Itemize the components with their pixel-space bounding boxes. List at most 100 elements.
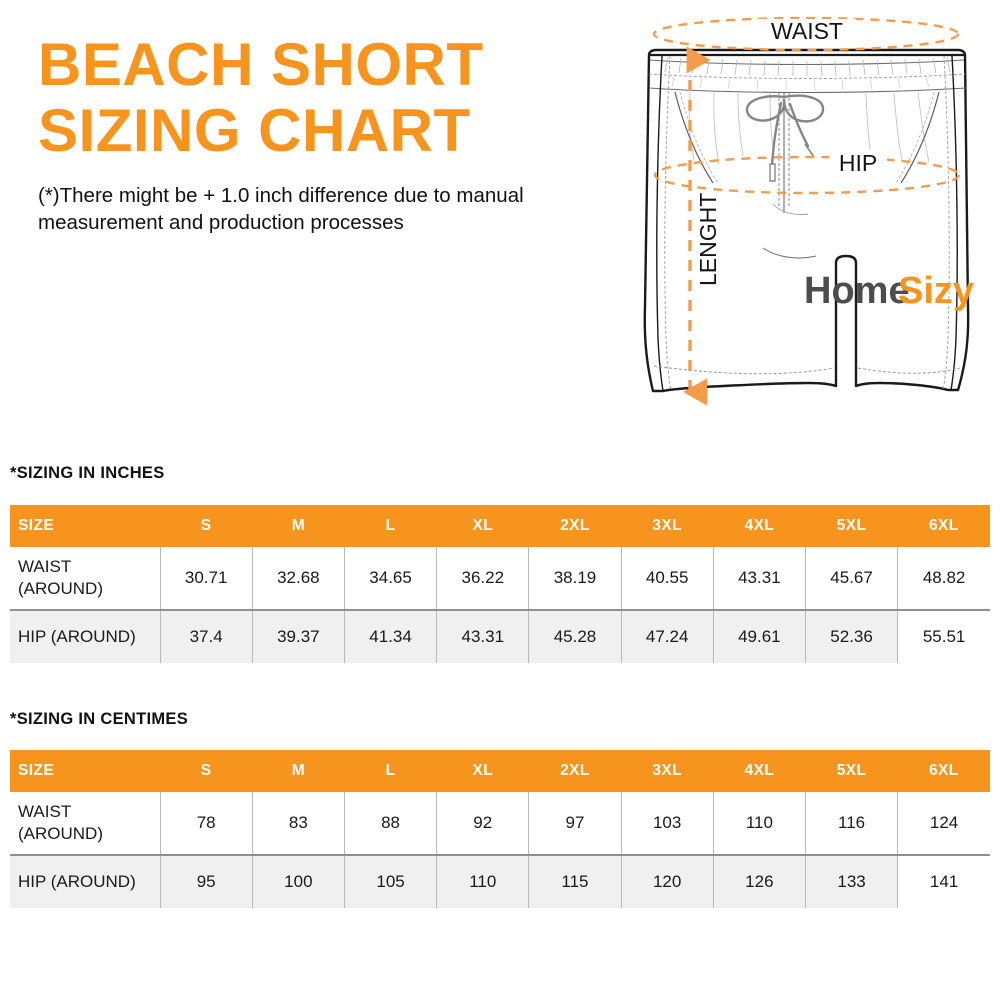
hip-label: HIP — [839, 150, 877, 176]
logo-text-home: Home — [804, 270, 910, 312]
col-header-l: L — [344, 505, 437, 547]
drawstring-aglet-right — [804, 143, 815, 158]
cell-hip-5xl: 133 — [805, 854, 899, 908]
cell-waist-6xl: 48.82 — [897, 547, 990, 610]
sizing-table-inches: SIZE S M L XL 2XL 3XL 4XL 5XL 6XL WAIST … — [10, 505, 990, 663]
col-header-4xl: 4XL — [713, 750, 806, 792]
right-pocket-stitch — [895, 91, 935, 184]
cell-waist-l: 34.65 — [344, 547, 438, 610]
row-label-waist-line1: WAIST — [18, 557, 72, 576]
col-header-size: SIZE — [10, 505, 161, 547]
cell-hip-xl: 110 — [436, 854, 530, 908]
drawstring-aglet-left — [769, 163, 776, 182]
row-label-waist: WAIST (AROUND) — [10, 792, 161, 855]
cell-hip-4xl: 49.61 — [713, 609, 806, 663]
crotch-curve-lower — [762, 247, 817, 259]
cell-waist-s: 78 — [160, 792, 253, 855]
hip-ellipse — [653, 155, 961, 195]
cell-hip-5xl: 52.36 — [805, 609, 899, 663]
cell-waist-5xl: 116 — [805, 792, 899, 855]
cell-hip-6xl: 55.51 — [897, 609, 990, 663]
cell-hip-s: 95 — [160, 854, 253, 908]
col-header-size: SIZE — [10, 750, 161, 792]
right-pocket-opening — [900, 91, 940, 184]
homesizy-logo: Home Sizy — [804, 270, 974, 312]
col-header-4xl: 4XL — [713, 505, 806, 547]
cell-waist-4xl: 43.31 — [713, 547, 806, 610]
left-pocket-stitch — [679, 91, 719, 184]
cell-waist-m: 83 — [252, 792, 345, 855]
header-block: BEACH SHORT SIZING CHART (*)There might … — [38, 32, 618, 236]
cell-hip-s: 37.4 — [160, 609, 253, 663]
drawstring-bow — [745, 94, 825, 168]
cell-hip-2xl: 45.28 — [528, 609, 622, 663]
row-label-hip: HIP (AROUND) — [10, 609, 161, 663]
section-caption-inches: *SIZING IN INCHES — [10, 464, 165, 482]
col-header-5xl: 5XL — [805, 505, 898, 547]
waist-measure-guide: WAIST — [652, 16, 960, 52]
fabric-drape-lines — [688, 91, 930, 165]
disclaimer-text: (*)There might be + 1.0 inch difference … — [38, 184, 524, 234]
cell-hip-3xl: 120 — [621, 854, 714, 908]
col-header-6xl: 6XL — [897, 750, 990, 792]
cell-waist-3xl: 40.55 — [621, 547, 714, 610]
hip-label-backing — [829, 151, 887, 177]
waist-ellipse — [652, 16, 960, 52]
table-row-waist: WAIST (AROUND) 30.71 32.68 34.65 36.22 3… — [10, 547, 990, 610]
table-row-waist: WAIST (AROUND) 78 83 88 92 97 103 110 11… — [10, 792, 990, 855]
waistband-gathers — [664, 56, 951, 77]
logo-text-sizy: Sizy — [898, 270, 974, 312]
row-label-waist: WAIST (AROUND) — [10, 547, 161, 610]
cell-waist-xl: 92 — [436, 792, 530, 855]
section-caption-centimeters: *SIZING IN CENTIMES — [10, 710, 189, 728]
col-header-2xl: 2XL — [528, 750, 622, 792]
cell-hip-l: 41.34 — [344, 609, 438, 663]
table-row-hip: HIP (AROUND) 37.4 39.37 41.34 43.31 45.2… — [10, 609, 990, 663]
table-header-row: SIZE S M L XL 2XL 3XL 4XL 5XL 6XL — [10, 750, 990, 792]
row-label-waist-line2: (AROUND) — [18, 824, 103, 843]
sizing-table-centimeters: SIZE S M L XL 2XL 3XL 4XL 5XL 6XL WAIST … — [10, 750, 990, 908]
cell-waist-2xl: 97 — [528, 792, 622, 855]
waist-label: WAIST — [771, 18, 843, 44]
table-header-row: SIZE S M L XL 2XL 3XL 4XL 5XL 6XL — [10, 505, 990, 547]
row-label-waist-line2: (AROUND) — [18, 579, 103, 598]
cell-waist-m: 32.68 — [252, 547, 345, 610]
cell-waist-4xl: 110 — [713, 792, 806, 855]
cell-waist-s: 30.71 — [160, 547, 253, 610]
cell-waist-2xl: 38.19 — [528, 547, 622, 610]
cell-waist-l: 88 — [344, 792, 438, 855]
cell-hip-4xl: 126 — [713, 854, 806, 908]
col-header-2xl: 2XL — [528, 505, 622, 547]
cell-hip-m: 39.37 — [252, 609, 345, 663]
cell-hip-xl: 43.31 — [436, 609, 530, 663]
col-header-m: M — [252, 750, 345, 792]
col-header-s: S — [160, 750, 253, 792]
page-title-line-1: BEACH SHORT — [38, 31, 484, 98]
length-measure-guide: LENGHT — [683, 46, 721, 406]
page-title-line-2: SIZING CHART — [38, 97, 471, 164]
col-header-l: L — [344, 750, 437, 792]
row-label-waist-line1: WAIST — [18, 802, 72, 821]
shorts-diagram: WAIST HIP LENGHT Home Sizy — [618, 8, 996, 448]
cell-hip-m: 100 — [252, 854, 345, 908]
crotch-curve-upper — [772, 203, 809, 215]
shorts-outline-group — [643, 48, 970, 393]
cell-hip-3xl: 47.24 — [621, 609, 714, 663]
col-header-xl: XL — [436, 505, 529, 547]
col-header-3xl: 3XL — [621, 750, 714, 792]
shorts-body-outline — [643, 48, 970, 393]
col-header-m: M — [252, 505, 345, 547]
hip-measure-guide: HIP — [653, 150, 961, 195]
col-header-xl: XL — [436, 750, 529, 792]
col-header-6xl: 6XL — [897, 505, 990, 547]
cell-hip-2xl: 115 — [528, 854, 622, 908]
cell-waist-xl: 36.22 — [436, 547, 530, 610]
col-header-5xl: 5XL — [805, 750, 898, 792]
cell-waist-6xl: 124 — [897, 792, 990, 855]
left-leg-hem-stitch — [653, 365, 835, 375]
left-side-seam — [656, 55, 664, 392]
length-label: LENGHT — [695, 193, 721, 286]
waist-label-backing — [758, 19, 856, 45]
row-label-hip: HIP (AROUND) — [10, 854, 161, 908]
cell-hip-l: 105 — [344, 854, 438, 908]
